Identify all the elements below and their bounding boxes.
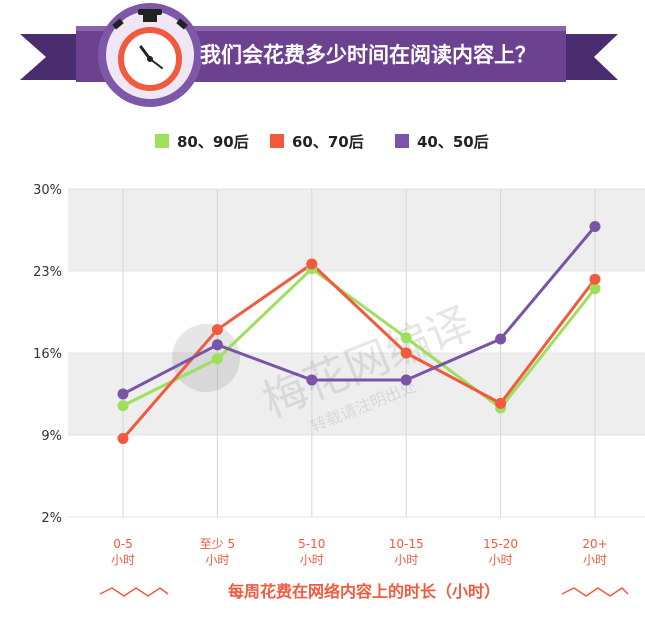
- data-point: [117, 400, 129, 412]
- legend-label: 40、50后: [417, 133, 489, 151]
- data-point: [495, 333, 507, 345]
- data-point: [117, 388, 129, 400]
- series-line: [122, 225, 597, 396]
- data-point: [400, 374, 412, 386]
- data-point: [117, 433, 129, 445]
- y-tick-label: 2%: [41, 511, 62, 526]
- series-line: [121, 262, 597, 440]
- x-tick-label: 5-10 小时: [298, 537, 325, 567]
- x-tick-label-line: 小时: [489, 553, 513, 567]
- data-point: [400, 347, 412, 359]
- zigzag-right-icon: [561, 587, 629, 597]
- legend-label: 80、90后: [177, 133, 249, 151]
- watermark-logo-icon: [172, 324, 240, 392]
- banner-title: 我们会花费多少时间在阅读内容上？: [200, 43, 536, 67]
- x-tick-label: 15-20 小时: [483, 537, 518, 567]
- legend-label: 60、70后: [292, 133, 364, 151]
- x-tick-label: 10-15 小时: [389, 537, 424, 567]
- legend-swatch: [395, 134, 409, 148]
- x-axis-title: 每周花费在网络内容上的时长（小时）: [228, 582, 500, 601]
- x-tick-label-line: 15-20: [483, 537, 518, 551]
- vertical-gridlines: [122, 189, 596, 517]
- x-tick-label-line: 小时: [300, 553, 324, 567]
- data-point: [589, 283, 601, 295]
- data-point: [211, 339, 223, 351]
- x-tick-label-line: 20+: [582, 537, 607, 551]
- x-tick-label-line: 0-5: [113, 537, 133, 551]
- x-tick-label-line: 小时: [394, 553, 418, 567]
- y-tick-label: 23%: [33, 265, 62, 280]
- data-point: [211, 353, 223, 365]
- data-point: [306, 258, 318, 270]
- zigzag-left-icon: [99, 587, 169, 597]
- x-tick-label-line: 小时: [205, 553, 229, 567]
- grid-bands: [68, 188, 645, 518]
- ribbon-highlight: [76, 26, 566, 31]
- x-tick-label: 0-5 小时: [111, 537, 135, 567]
- x-tick-label: 至少 5 小时: [200, 537, 235, 567]
- data-point: [400, 332, 412, 344]
- x-tick-label-line: 5-10: [298, 537, 325, 551]
- x-tick-label-line: 小时: [111, 553, 135, 567]
- data-point: [306, 374, 318, 386]
- series-points: [117, 220, 601, 445]
- data-point: [589, 273, 601, 285]
- y-axis-ticks: 30% 23% 16% 9% 2%: [33, 183, 62, 526]
- data-point: [589, 220, 601, 232]
- grid-band: [68, 189, 645, 271]
- x-tick-label-line: 小时: [583, 553, 607, 567]
- legend: 80、90后 60、70后 40、50后: [155, 133, 489, 151]
- x-axis-title-group: 每周花费在网络内容上的时长（小时）: [99, 582, 629, 601]
- legend-swatch: [155, 134, 169, 148]
- data-point: [495, 397, 507, 409]
- data-point: [211, 324, 223, 336]
- stopwatch-icon: [98, 3, 202, 107]
- series-line: [122, 267, 597, 410]
- y-tick-label: 16%: [33, 347, 62, 362]
- x-tick-label-line: 10-15: [389, 537, 424, 551]
- y-tick-label: 9%: [41, 429, 62, 444]
- x-axis-ticks: 0-5 小时 至少 5 小时 5-10 小时 10-15 小时 15-20 小时 20+ 小时: [111, 537, 608, 567]
- y-tick-label: 30%: [33, 183, 62, 198]
- x-tick-label: 20+ 小时: [582, 537, 607, 567]
- series-lines: [121, 225, 597, 440]
- title-banner: 我们会花费多少时间在阅读内容上？: [20, 3, 618, 107]
- x-tick-label-line: 至少 5: [200, 537, 235, 551]
- legend-swatch: [270, 134, 284, 148]
- grid-band: [68, 353, 645, 435]
